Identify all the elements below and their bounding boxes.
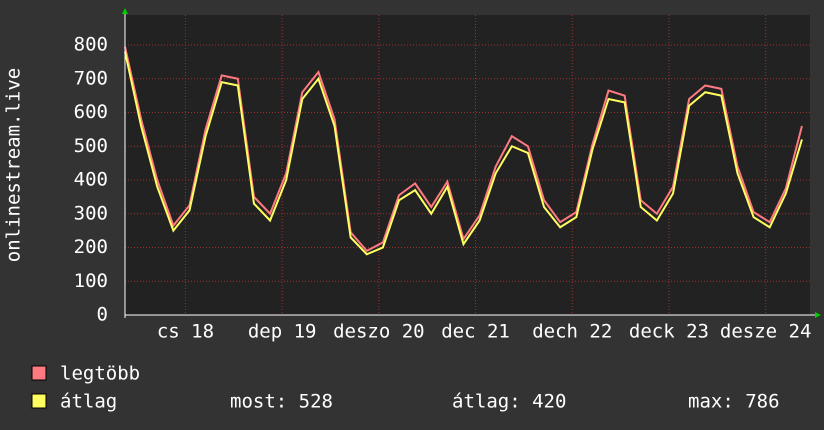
x-tick-label: dec 21 bbox=[441, 321, 510, 343]
legend-label: átlag bbox=[60, 391, 117, 413]
legend-swatch bbox=[31, 393, 47, 409]
y-tick-label: 200 bbox=[74, 236, 108, 258]
stat-most: most: 528 bbox=[230, 391, 333, 413]
x-tick-label: deck 23 bbox=[629, 321, 709, 343]
y-axis-label: onlinestream.live bbox=[3, 68, 25, 262]
y-tick-label: 700 bbox=[74, 67, 108, 89]
stat-max: max: 786 bbox=[688, 391, 780, 413]
series-line bbox=[124, 51, 803, 256]
y-tick-label: 600 bbox=[74, 101, 108, 123]
y-tick-label: 800 bbox=[74, 34, 108, 56]
legend-swatch bbox=[31, 365, 47, 381]
y-tick-label: 100 bbox=[74, 270, 108, 292]
x-tick-label: dech 22 bbox=[532, 321, 612, 343]
plot-area bbox=[125, 15, 810, 315]
y-tick-label: 300 bbox=[74, 202, 108, 224]
series-line bbox=[124, 46, 803, 253]
x-tick-label: deszo 20 bbox=[333, 321, 425, 343]
y-tick-label: 400 bbox=[74, 169, 108, 191]
lines bbox=[124, 46, 803, 256]
legend-label: legtöbb bbox=[60, 363, 140, 385]
x-tick-label: dep 19 bbox=[248, 321, 317, 343]
y-tick-label: 500 bbox=[74, 135, 108, 157]
x-arrow bbox=[815, 312, 821, 318]
x-tick-label: cs 18 bbox=[157, 321, 214, 343]
x-tick-label: desze 24 bbox=[720, 321, 812, 343]
y-tick-label: 0 bbox=[97, 304, 108, 326]
stat-atlag: átlag: 420 bbox=[452, 391, 566, 413]
grid bbox=[125, 15, 810, 316]
y-arrow bbox=[122, 8, 128, 14]
